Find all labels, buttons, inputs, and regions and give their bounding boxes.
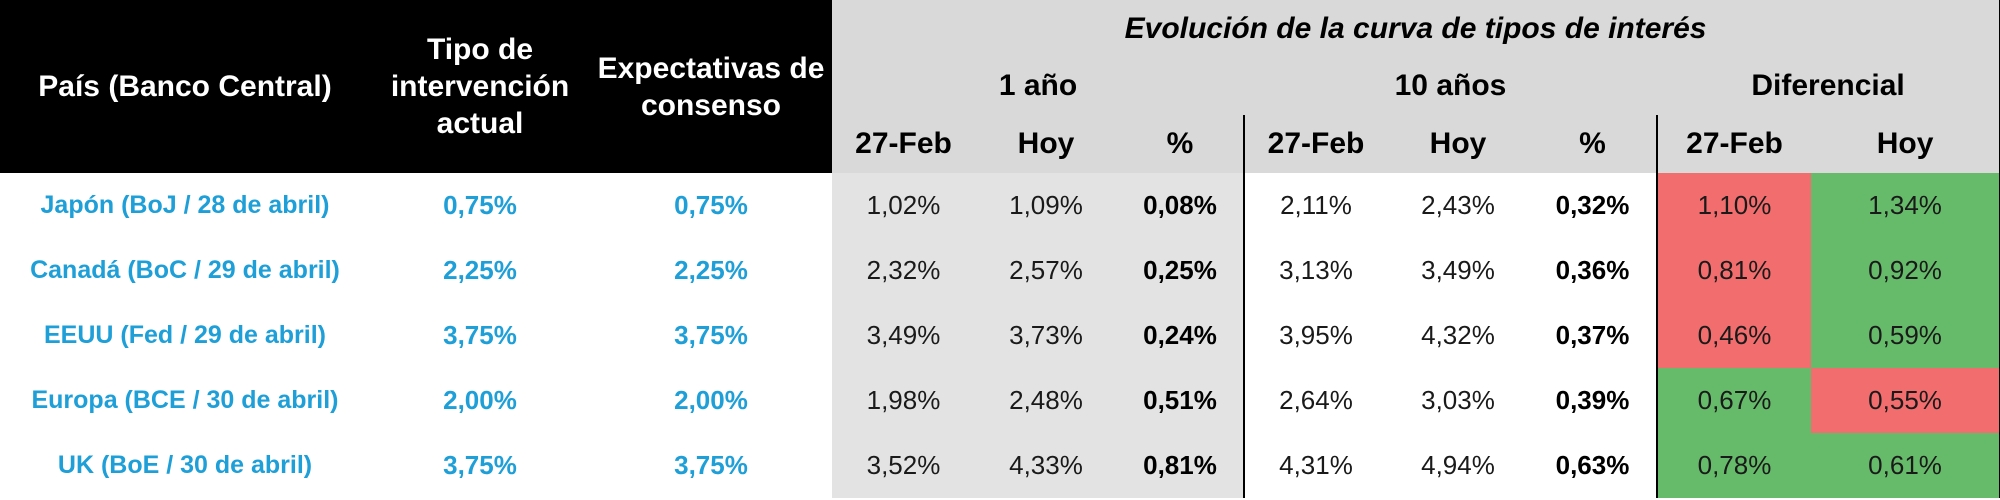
diff-feb-value: 0,46% xyxy=(1656,303,1811,368)
country-name: Europa (BCE / 30 de abril) xyxy=(31,386,339,414)
y1-hoy-value: 4,33% xyxy=(975,433,1117,498)
sub-1y-feb-header: 27-Feb xyxy=(832,115,975,173)
y1-hoy-value: 2,48% xyxy=(975,368,1117,433)
consensus-expectation: 3,75% xyxy=(674,320,748,350)
y10-pct-value: 0,37% xyxy=(1529,303,1657,368)
y10-feb-value: 2,11% xyxy=(1243,173,1387,238)
policy-rate: 0,75% xyxy=(443,190,517,220)
group-diff-header: Diferencial xyxy=(1657,57,2000,115)
y10-hoy-value: 2,43% xyxy=(1387,173,1529,238)
country-name: EEUU (Fed / 29 de abril) xyxy=(43,321,326,349)
y10-pct-value: 0,32% xyxy=(1529,173,1657,238)
y1-feb-value: 2,32% xyxy=(832,238,975,303)
rate-column-header: Tipo de intervención actual xyxy=(370,0,590,173)
y1-hoy-value: 1,09% xyxy=(975,173,1117,238)
table-row: EEUU (Fed / 29 de abril) 3,75% 3,75% 3,4… xyxy=(0,303,2000,368)
y1-pct-value: 0,81% xyxy=(1117,433,1244,498)
header-row-1: País (Banco Central) Tipo de intervenció… xyxy=(0,0,2000,173)
consensus-expectation: 3,75% xyxy=(674,450,748,480)
y1-feb-value: 3,49% xyxy=(832,303,975,368)
y1-pct-value: 0,51% xyxy=(1117,368,1244,433)
country-name: UK (BoE / 30 de abril) xyxy=(57,451,313,479)
y1-hoy-value: 2,57% xyxy=(975,238,1117,303)
group-1y-header: 1 año xyxy=(832,57,1244,115)
header-row-2: 1 año 10 años Diferencial xyxy=(0,57,2000,115)
country-name: Canadá (BoC / 29 de abril) xyxy=(30,256,340,284)
y1-feb-value: 1,02% xyxy=(832,173,975,238)
y10-hoy-value: 3,03% xyxy=(1387,368,1529,433)
y1-pct-value: 0,08% xyxy=(1117,173,1244,238)
diff-hoy-value: 0,59% xyxy=(1811,303,2000,368)
country-name: Japón (BoJ / 28 de abril) xyxy=(40,191,330,219)
diff-hoy-value: 1,34% xyxy=(1811,173,2000,238)
group-10y-header: 10 años xyxy=(1244,57,1657,115)
sub-1y-pct-header: % xyxy=(1117,115,1244,173)
y10-hoy-value: 4,32% xyxy=(1387,303,1529,368)
expectations-column-header: Expectativas de consenso xyxy=(590,0,832,173)
consensus-expectation: 2,00% xyxy=(674,385,748,415)
y10-pct-value: 0,36% xyxy=(1529,238,1657,303)
y10-feb-value: 2,64% xyxy=(1243,368,1387,433)
sub-1y-hoy-header: Hoy xyxy=(975,115,1117,173)
y10-hoy-value: 3,49% xyxy=(1387,238,1529,303)
sub-10y-pct-header: % xyxy=(1529,115,1657,173)
header-row-3: 27-Feb Hoy % 27-Feb Hoy % 27-Feb Hoy xyxy=(0,115,2000,173)
policy-rate: 3,75% xyxy=(443,320,517,350)
sub-10y-hoy-header: Hoy xyxy=(1387,115,1529,173)
table-row: UK (BoE / 30 de abril) 3,75% 3,75% 3,52%… xyxy=(0,433,2000,498)
sub-10y-feb-header: 27-Feb xyxy=(1243,115,1387,173)
y1-hoy-value: 3,73% xyxy=(975,303,1117,368)
table-row: Europa (BCE / 30 de abril) 2,00% 2,00% 1… xyxy=(0,368,2000,433)
y1-feb-value: 3,52% xyxy=(832,433,975,498)
policy-rate: 3,75% xyxy=(443,450,517,480)
diff-feb-value: 0,81% xyxy=(1656,238,1811,303)
diff-hoy-value: 0,61% xyxy=(1811,433,2000,498)
consensus-expectation: 0,75% xyxy=(674,190,748,220)
y10-pct-value: 0,63% xyxy=(1529,433,1657,498)
diff-feb-value: 0,67% xyxy=(1656,368,1811,433)
diff-hoy-value: 0,92% xyxy=(1811,238,2000,303)
policy-rate: 2,25% xyxy=(443,255,517,285)
table-row: Canadá (BoC / 29 de abril) 2,25% 2,25% 2… xyxy=(0,238,2000,303)
y10-pct-value: 0,39% xyxy=(1529,368,1657,433)
table-row: Japón (BoJ / 28 de abril) 0,75% 0,75% 1,… xyxy=(0,173,2000,238)
country-column-header: País (Banco Central) xyxy=(0,0,370,173)
y10-feb-value: 3,13% xyxy=(1243,238,1387,303)
y10-hoy-value: 4,94% xyxy=(1387,433,1529,498)
sub-diff-hoy-header: Hoy xyxy=(1811,115,2000,173)
curve-evolution-title: Evolución de la curva de tipos de interé… xyxy=(832,0,2000,57)
policy-rate: 2,00% xyxy=(443,385,517,415)
y1-pct-value: 0,24% xyxy=(1117,303,1244,368)
y1-feb-value: 1,98% xyxy=(832,368,975,433)
sub-diff-feb-header: 27-Feb xyxy=(1656,115,1811,173)
y1-pct-value: 0,25% xyxy=(1117,238,1244,303)
y10-feb-value: 4,31% xyxy=(1243,433,1387,498)
diff-hoy-value: 0,55% xyxy=(1811,368,2000,433)
y10-feb-value: 3,95% xyxy=(1243,303,1387,368)
consensus-expectation: 2,25% xyxy=(674,255,748,285)
diff-feb-value: 0,78% xyxy=(1656,433,1811,498)
diff-feb-value: 1,10% xyxy=(1656,173,1811,238)
